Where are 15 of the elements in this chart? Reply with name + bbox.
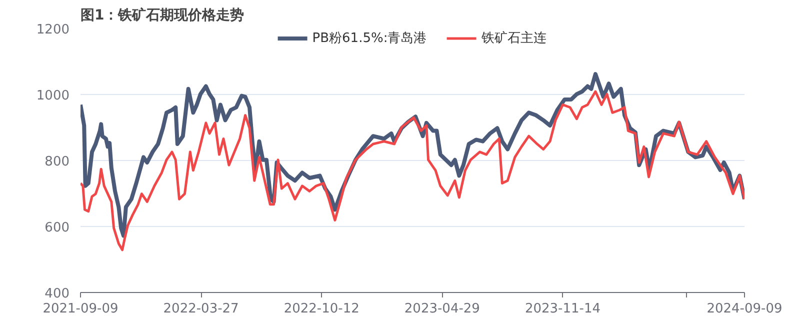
line-series [80,90,744,252]
x-tick-label: 2022-10-12 [284,302,360,316]
y-tick-label: 800 [44,154,70,170]
y-tick-label: 1000 [36,88,70,104]
y-tick-label: 1200 [36,22,70,38]
x-tick-label: 2023-11-14 [524,302,601,316]
x-tick-label: 2021-09-09 [42,302,118,316]
legend-label: PB粉61.5%:青岛港 [312,30,427,47]
x-tick-label: 2023-04-29 [404,302,480,316]
x-tick-label: 2024-09-09 [706,302,782,316]
y-tick-label: 400 [44,286,70,302]
y-tick-label: 600 [44,220,70,236]
x-tick-label: 2022-03-27 [163,302,239,316]
legend-label: 铁矿石主连 [482,30,547,47]
chart-title: 图1：铁矿石期现价格走势 [80,6,244,24]
